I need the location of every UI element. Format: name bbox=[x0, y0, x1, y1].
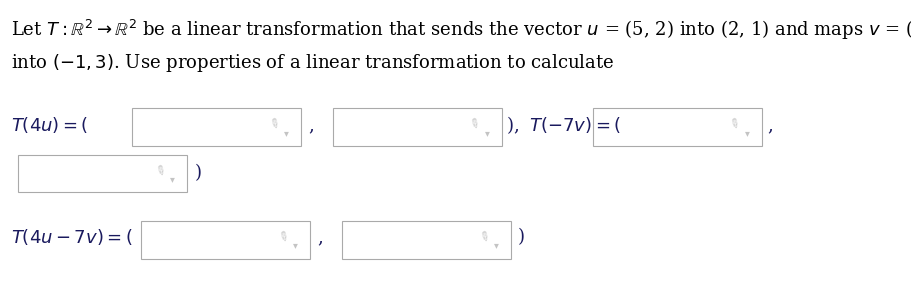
Text: into $(-1, 3)$. Use properties of a linear transformation to calculate: into $(-1, 3)$. Use properties of a line… bbox=[11, 52, 614, 74]
Text: ▾: ▾ bbox=[743, 128, 749, 138]
Text: ▾: ▾ bbox=[169, 174, 175, 184]
Text: ✎: ✎ bbox=[466, 116, 482, 133]
Text: ▾: ▾ bbox=[484, 128, 489, 138]
Text: ▾: ▾ bbox=[283, 128, 289, 138]
Text: ), $\;T(-7\mathit{v}) = ($: ), $\;T(-7\mathit{v}) = ($ bbox=[506, 114, 620, 136]
FancyBboxPatch shape bbox=[342, 221, 510, 259]
Text: ): ) bbox=[517, 228, 525, 246]
Text: ✎: ✎ bbox=[151, 162, 168, 179]
Text: ▾: ▾ bbox=[493, 240, 498, 250]
FancyBboxPatch shape bbox=[592, 108, 761, 146]
Text: ✎: ✎ bbox=[475, 228, 491, 245]
Text: ,: , bbox=[308, 116, 313, 134]
Text: ): ) bbox=[194, 164, 201, 182]
Text: ✎: ✎ bbox=[265, 116, 281, 133]
Text: ✎: ✎ bbox=[725, 116, 742, 133]
Text: $T(4\mathit{u}) = ($: $T(4\mathit{u}) = ($ bbox=[11, 115, 88, 135]
FancyBboxPatch shape bbox=[132, 108, 301, 146]
Text: ,: , bbox=[766, 116, 772, 134]
Text: ,: , bbox=[317, 228, 322, 246]
Text: Let $T : \mathbb{R}^2 \rightarrow \mathbb{R}^2$ be a linear transformation that : Let $T : \mathbb{R}^2 \rightarrow \mathb… bbox=[11, 17, 911, 42]
FancyBboxPatch shape bbox=[18, 155, 187, 192]
Text: ▾: ▾ bbox=[292, 240, 298, 250]
Text: $T(4\mathit{u} - 7\mathit{v}) = ($: $T(4\mathit{u} - 7\mathit{v}) = ($ bbox=[11, 227, 132, 248]
FancyBboxPatch shape bbox=[333, 108, 501, 146]
Text: ✎: ✎ bbox=[274, 228, 291, 245]
FancyBboxPatch shape bbox=[141, 221, 310, 259]
